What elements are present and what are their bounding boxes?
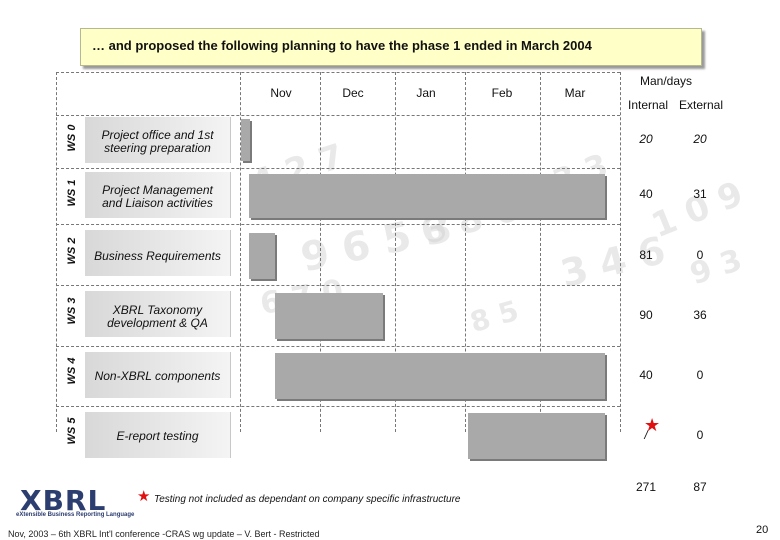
task-line2: steering preparation [104,141,211,155]
grid-right-line [620,72,621,432]
internal-value: 40 [639,368,653,382]
task-line1: Non-XBRL components [94,369,221,383]
task-box [85,230,231,276]
star-icon: ★ [644,415,661,435]
external-value: 0 [696,368,704,382]
footnote: Testing not included as dependant on com… [154,494,461,505]
month-jan: Jan [416,86,436,100]
ws-label: WS 5 [66,417,78,445]
task-line2: and Liaison activities [102,196,213,210]
month-nov: Nov [270,86,292,100]
gantt-bar [241,119,250,161]
external-value: 0 [696,428,704,442]
task-line1: XBRL Taxonomy [112,303,203,317]
task-box [85,117,231,163]
task-box [85,352,231,398]
task-line2: development & QA [107,316,208,330]
task-line1: Project office and 1st [101,128,214,142]
task-line1: Project Management [102,183,213,197]
total-internal: 271 [635,480,657,494]
internal-value: 20 [639,132,653,146]
title-banner [80,28,702,66]
page-number: 20 [756,524,769,536]
external-value: 20 [693,132,707,146]
row-divider [56,346,620,347]
gantt-bar [249,233,275,279]
ws-label: WS 3 [66,297,78,325]
task-box [85,412,231,458]
external-header: External [679,98,724,112]
task-line1: E-report testing [116,429,199,443]
star-icon: ★ [137,488,151,505]
manday-header: Man/days [640,74,693,88]
grid-left-line [56,72,57,432]
ws-label: WS 0 [66,124,78,152]
logo-text: XBRL [20,484,107,517]
task-box [85,172,231,218]
grid-feb-line [465,72,466,432]
logo-subtitle: eXtensible Business Reporting Language [16,512,135,518]
internal-value: 90 [639,308,653,322]
grid-top-line [56,72,620,73]
gantt-bar [275,293,383,339]
gantt-bar [249,174,605,218]
ws-label: WS 4 [66,357,78,385]
internal-value: 40 [639,187,653,201]
xbrl-logo: XBRL eXtensible Business Reporting Langu… [14,484,134,524]
grid-jan-line [395,72,396,432]
internal-header: Internal [628,98,669,112]
external-value: 31 [693,187,707,201]
grid-nov-line [240,72,241,432]
ws-label: WS 1 [66,179,78,207]
task-line1: Business Requirements [94,249,221,263]
grid-mar-line [540,72,541,432]
task-box [85,291,231,337]
grid-header-line [56,115,620,116]
internal-value: 81 [639,248,653,262]
external-value: 36 [693,308,707,322]
row-divider [56,168,620,169]
gantt-bar [468,413,605,459]
gantt-bar [275,353,605,399]
grid-dec-line [320,72,321,432]
month-mar: Mar [564,86,586,100]
external-value: 0 [696,248,704,262]
page-title: … and proposed the following planning to… [92,38,592,53]
footer-text: Nov, 2003 – 6th XBRL Int'l conference -C… [8,529,320,539]
internal-value: / [644,428,648,442]
month-feb: Feb [491,86,513,100]
row-divider [56,285,620,286]
row-divider [56,406,620,407]
month-dec: Dec [342,86,364,100]
total-external: 87 [693,480,707,494]
row-divider [56,224,620,225]
ws-label: WS 2 [66,237,78,265]
